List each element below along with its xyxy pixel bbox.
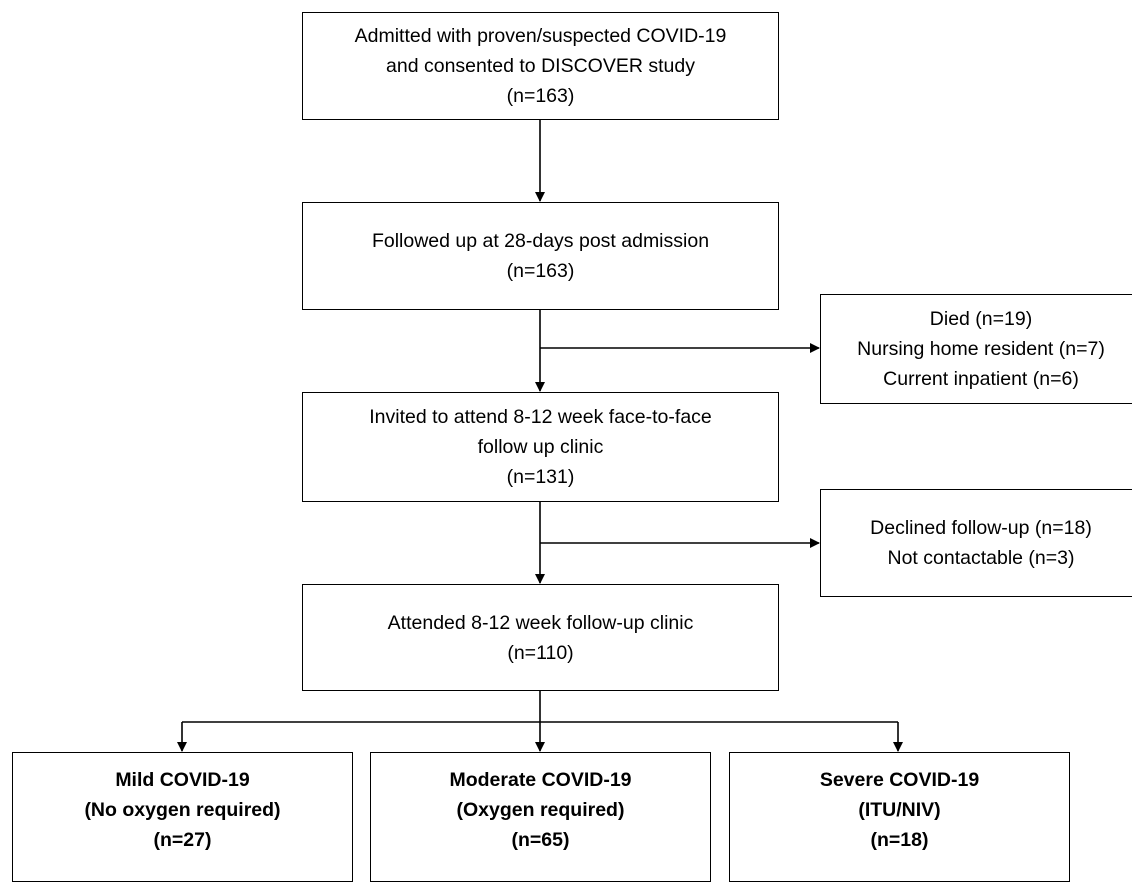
box-followed-up-line-1: Followed up at 28-days post admission	[371, 230, 710, 252]
box-invited-line-3: (n=131)	[506, 466, 575, 488]
box-admitted-line-1: Admitted with proven/suspected COVID-19	[354, 25, 727, 47]
box-excluded-2-line-1: Declined follow-up (n=18)	[870, 517, 1092, 539]
box-severe-line-1: Severe COVID-19	[819, 769, 980, 791]
box-excluded-1-line-3: Current inpatient (n=6)	[883, 368, 1079, 390]
box-excluded-1-line-2: Nursing home resident (n=7)	[857, 338, 1105, 360]
box-mild-line-1: Mild COVID-19	[115, 769, 250, 791]
box-attended-line-2: (n=110)	[507, 641, 574, 664]
box-followed-up-line-2: (n=163)	[506, 260, 575, 282]
box-severe-line-3: (n=18)	[870, 829, 929, 851]
box-excluded-2: Declined follow-up (n=18) Not contactabl…	[820, 489, 1132, 597]
box-excluded-1-line-1: Died (n=19)	[929, 308, 1033, 330]
box-invited-line-1: Invited to attend 8-12 week face-to-face	[369, 406, 712, 428]
box-excluded-1: Died (n=19) Nursing home resident (n=7) …	[820, 294, 1132, 404]
box-moderate: Moderate COVID-19 (Oxygen required) (n=6…	[370, 752, 711, 882]
box-admitted-line-2: and consented to DISCOVER study	[386, 55, 695, 77]
box-attended: Attended 8-12 week follow-up clinic (n=1…	[302, 584, 779, 691]
box-severe: Severe COVID-19 (ITU/NIV) (n=18)	[729, 752, 1070, 882]
box-severe-line-2: (ITU/NIV)	[858, 799, 941, 821]
box-moderate-line-3: (n=65)	[511, 829, 570, 851]
box-moderate-line-1: Moderate COVID-19	[449, 769, 632, 791]
box-invited: Invited to attend 8-12 week face-to-face…	[302, 392, 779, 502]
box-admitted: Admitted with proven/suspected COVID-19 …	[302, 12, 779, 120]
box-admitted-line-3: (n=163)	[506, 85, 575, 107]
box-invited-line-2: follow up clinic	[477, 436, 604, 458]
box-excluded-2-line-2: Not contactable (n=3)	[887, 547, 1075, 569]
box-mild: Mild COVID-19 (No oxygen required) (n=27…	[12, 752, 353, 882]
box-mild-line-2: (No oxygen required)	[84, 799, 281, 821]
box-mild-line-3: (n=27)	[153, 829, 212, 851]
box-moderate-line-2: (Oxygen required)	[456, 799, 625, 821]
box-followed-up: Followed up at 28-days post admission (n…	[302, 202, 779, 310]
box-attended-line-1: Attended 8-12 week follow-up clinic	[387, 611, 694, 634]
